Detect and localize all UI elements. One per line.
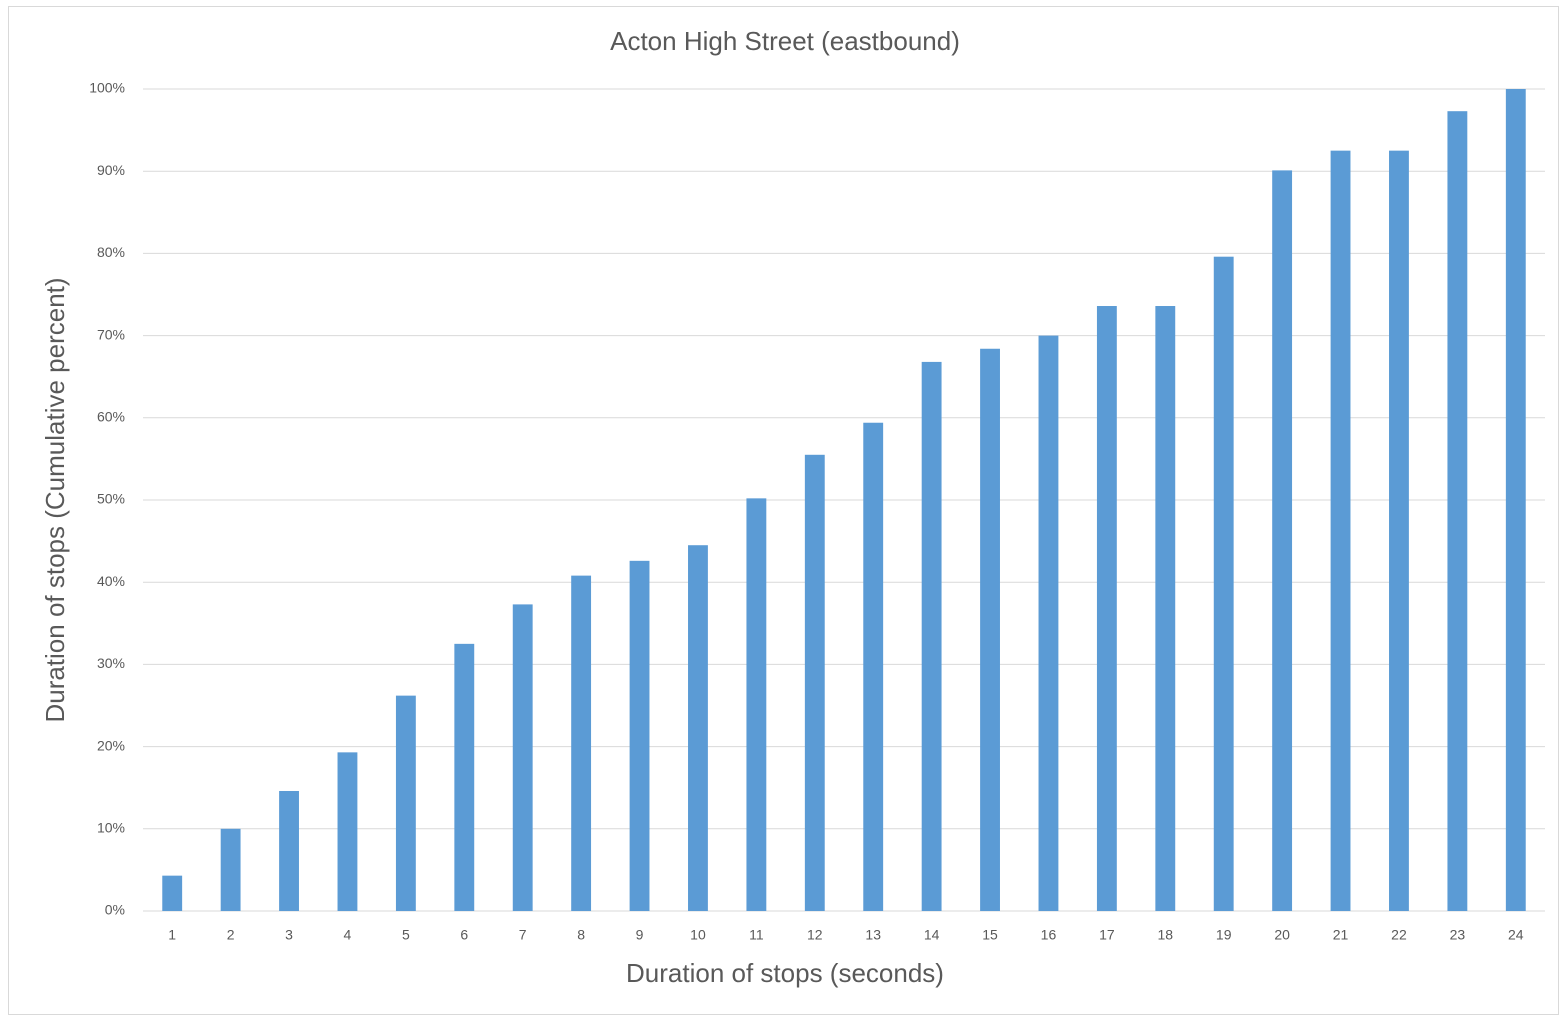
x-tick-label: 16: [1041, 927, 1057, 943]
bar: [1505, 89, 1526, 911]
x-tick-label: 7: [519, 927, 527, 943]
x-tick-label: 14: [924, 927, 940, 943]
bar: [804, 454, 825, 911]
y-axis-label: Duration of stops (Cumulative percent): [40, 277, 70, 722]
x-tick-label: 22: [1391, 927, 1407, 943]
x-tick-label: 15: [982, 927, 998, 943]
bar: [279, 790, 299, 911]
y-tick-label: 80%: [97, 244, 125, 260]
bar: [921, 361, 942, 911]
bar: [629, 560, 650, 911]
bar: [220, 828, 241, 911]
bar: [1155, 306, 1176, 911]
x-tick-label: 17: [1099, 927, 1115, 943]
bar: [1389, 150, 1409, 911]
x-tick-label: 21: [1333, 927, 1349, 943]
x-tick-label: 1: [168, 927, 176, 943]
bar: [1272, 170, 1293, 912]
bar: [337, 752, 358, 911]
bar: [1330, 150, 1351, 911]
y-tick-label: 40%: [97, 573, 125, 589]
y-tick-label: 60%: [97, 409, 125, 425]
y-tick-label: 0%: [105, 902, 125, 918]
x-tick-label: 19: [1216, 927, 1232, 943]
y-tick-label: 20%: [97, 737, 125, 753]
bar: [162, 875, 183, 911]
x-tick-label: 6: [460, 927, 468, 943]
x-tick-label: 2: [227, 927, 235, 943]
x-tick-label: 13: [865, 927, 881, 943]
x-tick-label: 5: [402, 927, 410, 943]
bar: [688, 545, 708, 911]
bar: [395, 695, 416, 911]
y-tick-label: 30%: [97, 655, 125, 671]
x-tick-label: 23: [1450, 927, 1466, 943]
y-tick-label: 70%: [97, 326, 125, 342]
chart-border: [8, 6, 1559, 1015]
bar: [454, 643, 475, 911]
bar: [980, 348, 1000, 911]
bar: [746, 498, 767, 911]
x-tick-label: 9: [636, 927, 644, 943]
x-tick-label: 11: [749, 927, 764, 943]
bar: [1096, 306, 1117, 911]
x-tick-label: 20: [1274, 927, 1290, 943]
bar: [1213, 256, 1234, 911]
bar: [571, 575, 592, 911]
y-tick-label: 90%: [97, 162, 125, 178]
chart-title: Acton High Street (eastbound): [610, 26, 960, 56]
bar: [1447, 111, 1468, 912]
x-tick-label: 10: [690, 927, 706, 943]
y-tick-label: 10%: [97, 820, 125, 836]
bar: [512, 604, 533, 911]
bar: [863, 422, 884, 911]
x-tick-label: 8: [577, 927, 585, 943]
x-axis-label: Duration of stops (seconds): [626, 958, 944, 988]
x-tick-label: 4: [344, 927, 352, 943]
x-tick-label: 18: [1158, 927, 1174, 943]
y-tick-label: 100%: [89, 80, 125, 96]
y-tick-label: 50%: [97, 491, 125, 507]
x-tick-label: 3: [285, 927, 293, 943]
bar: [1038, 335, 1059, 912]
x-tick-label: 24: [1508, 927, 1524, 943]
x-tick-label: 12: [807, 927, 823, 943]
